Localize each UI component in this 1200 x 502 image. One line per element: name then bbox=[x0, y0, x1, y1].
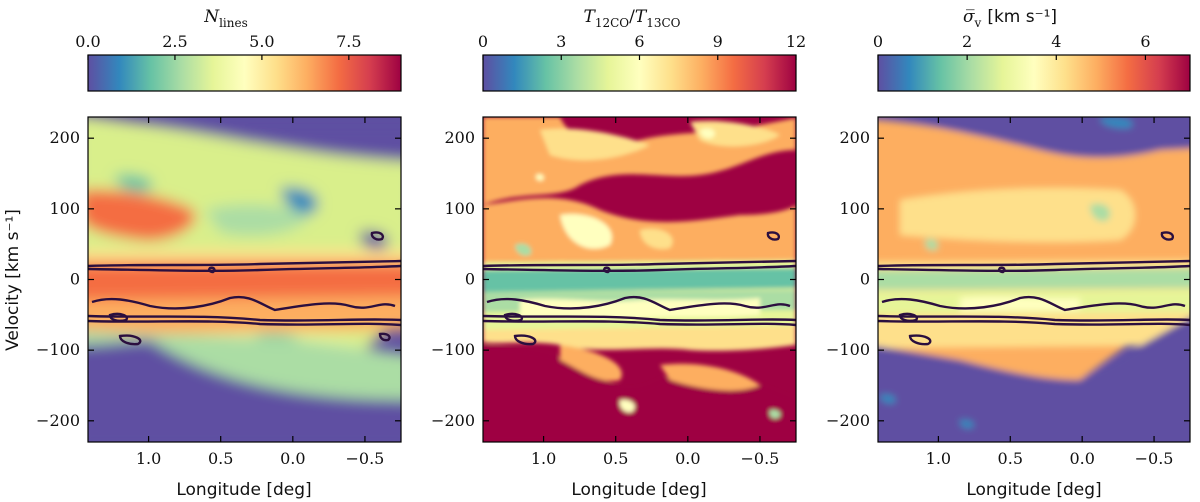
x-axis-label-ratio: Longitude [deg] bbox=[571, 480, 706, 500]
x-tick-label: −0.5 bbox=[346, 449, 385, 468]
colorbar-title-nlines: Nlines bbox=[203, 7, 248, 30]
x-tick-label: 0.5 bbox=[208, 449, 233, 468]
colorbar-tick-label: 0 bbox=[478, 32, 488, 51]
y-tick-label: −200 bbox=[826, 411, 870, 430]
x-tick-label: 0.5 bbox=[998, 449, 1023, 468]
colorbar-tick-label: 4 bbox=[1051, 32, 1061, 51]
heatmap-panel-sigma: 1.0 0.5 0.0 −0.5 200 100 0 −100 −200 Longitude [… bbox=[826, 116, 1191, 500]
colorbar-tick-label: 0 bbox=[873, 32, 883, 51]
x-axis-label-nlines: Longitude [deg] bbox=[176, 480, 311, 500]
x-axis-label-sigma: Longitude [deg] bbox=[966, 480, 1101, 500]
x-tick-label: 1.0 bbox=[926, 449, 951, 468]
colorbar-middle: T12CO/T13CO 0 3 6 9 12 bbox=[478, 7, 806, 92]
heatmap-image-nlines bbox=[88, 117, 401, 442]
y-tick-label: −100 bbox=[826, 340, 870, 359]
colorbar-title-ratio: T12CO/T13CO bbox=[583, 7, 680, 30]
colorbar-tick-label: 2 bbox=[962, 32, 972, 51]
y-tick-label: −100 bbox=[36, 340, 80, 359]
y-tick-label: −100 bbox=[431, 340, 475, 359]
y-tick-label: 0 bbox=[465, 270, 475, 289]
colorbar-tick-label: 5.0 bbox=[249, 32, 274, 51]
y-tick-label: −200 bbox=[431, 411, 475, 430]
y-tick-label: 200 bbox=[839, 128, 870, 147]
x-tick-label: 1.0 bbox=[531, 449, 556, 468]
y-tick-label: 200 bbox=[444, 128, 475, 147]
colorbar-tick-label: 0.0 bbox=[75, 32, 100, 51]
colorbar-tick-label: 2.5 bbox=[162, 32, 187, 51]
x-tick-label: 0.0 bbox=[1069, 449, 1094, 468]
x-tick-label: −0.5 bbox=[741, 449, 780, 468]
y-tick-label: 100 bbox=[49, 199, 80, 218]
heatmap-panel-nlines: 1.0 0.5 0.0 −0.5 200 100 0 −100 −200 Longitude [… bbox=[3, 116, 402, 500]
x-tick-label: 0.0 bbox=[280, 449, 305, 468]
x-tick-label: −0.5 bbox=[1135, 449, 1174, 468]
contour-lines-nlines bbox=[88, 231, 401, 346]
x-tick-label: 1.0 bbox=[136, 449, 161, 468]
colorbar-tick-label: 3 bbox=[556, 32, 566, 51]
colorbar-tick-label: 12 bbox=[786, 32, 806, 51]
colorbar-tick-label: 6 bbox=[1140, 32, 1150, 51]
y-tick-label: 200 bbox=[49, 128, 80, 147]
colorbar-title-sigma: σ̅v [km s⁻¹] bbox=[963, 7, 1057, 30]
colorbar-tick-label: 7.5 bbox=[336, 32, 361, 51]
y-axis-label: Velocity [km s⁻¹] bbox=[3, 209, 23, 351]
colorbar-tick-label: 9 bbox=[713, 32, 723, 51]
y-tick-label: −200 bbox=[36, 411, 80, 430]
colorbar-tick-label: 6 bbox=[634, 32, 644, 51]
heatmap-image-sigma bbox=[878, 117, 1190, 442]
y-tick-label: 100 bbox=[444, 199, 475, 218]
colorbar-right: σ̅v [km s⁻¹] 0 2 4 6 bbox=[873, 7, 1191, 92]
contour-lines-sigma bbox=[878, 231, 1190, 346]
y-tick-label: 100 bbox=[839, 199, 870, 218]
y-tick-label: 0 bbox=[70, 270, 80, 289]
x-tick-label: 0.5 bbox=[603, 449, 628, 468]
contour-lines-ratio bbox=[483, 231, 796, 346]
y-tick-label: 0 bbox=[860, 270, 870, 289]
heatmap-image-ratio bbox=[483, 117, 796, 442]
colorbar-left: Nlines 0.0 2.5 5.0 7.5 bbox=[75, 7, 402, 92]
heatmap-panel-ratio: 1.0 0.5 0.0 −0.5 200 100 0 −100 −200 Longitude [… bbox=[431, 116, 797, 500]
x-tick-label: 0.0 bbox=[675, 449, 700, 468]
